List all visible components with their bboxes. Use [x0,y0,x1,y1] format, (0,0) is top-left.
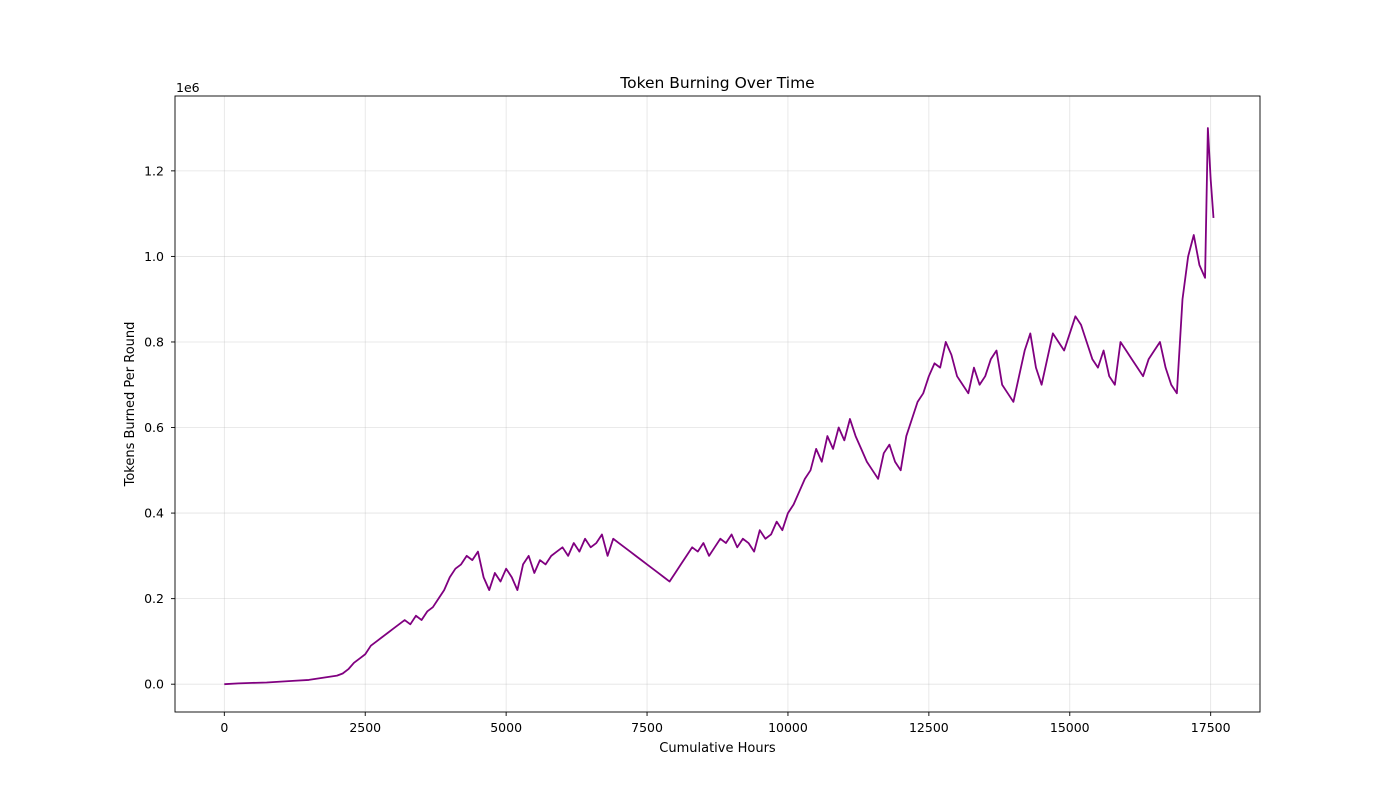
grid-layer [175,96,1260,712]
x-tick-label: 2500 [349,720,381,735]
x-tick-label: 0 [220,720,228,735]
chart-title: Token Burning Over Time [619,74,814,92]
x-tick-label: 17500 [1191,720,1231,735]
y-tick-label: 0.6 [144,420,164,435]
y-tick-label: 1.2 [144,163,164,178]
y-tick-label: 0.2 [144,591,164,606]
tick-layer: 0 2500 5000 7500 10000 12500 15000 17500 0.0 0.2 0… [144,163,1231,735]
y-axis-label: Tokens Burned Per Round [123,322,138,488]
y-tick-label: 0.0 [144,677,164,692]
x-tick-label: 12500 [909,720,949,735]
series-line [224,127,1215,686]
y-tick-label: 1.0 [144,249,164,264]
y-offset-label: 1e6 [176,80,200,95]
x-tick-label: 10000 [768,720,808,735]
plot-frame [174,95,1261,713]
x-tick-label: 5000 [490,720,522,735]
x-tick-label: 7500 [631,720,663,735]
x-tick-label: 15000 [1050,720,1090,735]
x-axis-label: Cumulative Hours [659,741,776,756]
y-tick-label: 0.4 [144,506,164,521]
y-tick-label: 0.8 [144,334,164,349]
